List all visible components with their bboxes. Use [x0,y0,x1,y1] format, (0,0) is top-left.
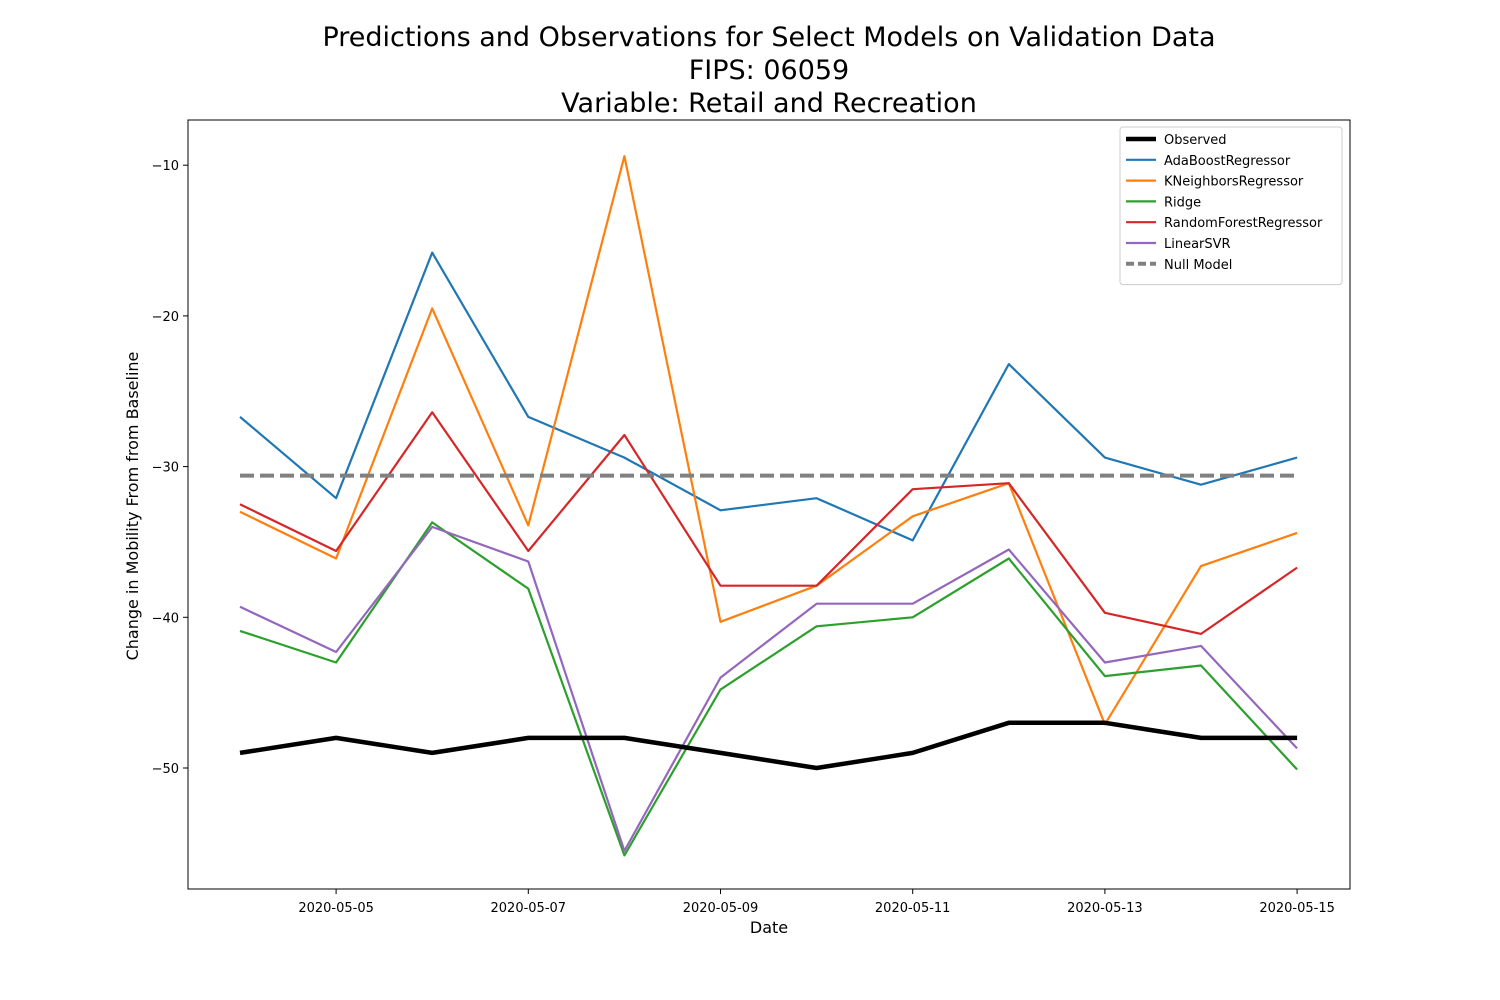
x-tick-label: 2020-05-07 [491,901,567,916]
x-tick-label: 2020-05-15 [1259,901,1335,916]
series-line-observed [239,720,1298,771]
x-axis: 2020-05-05 2020-05-07 2020-05-09 2020-05-11… [298,889,1335,916]
legend-label: AdaBoostRegressor [1164,154,1291,169]
legend-label: LinearSVR [1164,237,1231,252]
legend-label: Observed [1164,133,1227,148]
legend-label: Null Model [1164,258,1232,273]
legend-label: KNeighborsRegressor [1164,175,1304,190]
y-tick-label: −30 [152,461,179,476]
legend-label: Ridge [1164,195,1201,210]
x-tick-label: 2020-05-11 [875,901,951,916]
y-axis: −10 −20 −30 −40 −50 [152,159,188,777]
x-tick-label: 2020-05-13 [1067,901,1143,916]
legend-label: RandomForestRegressor [1164,216,1323,231]
y-axis-label: Change in Mobility From from Baseline [123,352,142,661]
series-line-randomforestregressor [239,411,1298,636]
x-tick-label: 2020-05-05 [298,901,374,916]
chart-title: Predictions and Observations for Select … [322,22,1215,119]
series-line-ridge [239,521,1298,857]
x-tick-label: 2020-05-09 [683,901,759,916]
plot-frame [187,119,1351,890]
chart-title-line-1: Predictions and Observations for Select … [322,22,1215,53]
series-line-linearsvr [239,525,1298,853]
legend-box [1119,126,1343,286]
series-line-kneighborsregressor [239,155,1298,726]
series-line-adaboostregressor [239,251,1298,542]
chart-title-line-3: Variable: Retail and Recreation [561,88,977,119]
plot-area [187,119,1351,890]
x-axis-label: Date [750,918,788,937]
y-tick-label: −50 [152,762,179,777]
chart-title-line-2: FIPS: 06059 [689,55,849,86]
y-tick-label: −20 [152,310,179,325]
y-tick-label: −40 [152,611,179,626]
legend: Observed AdaBoostRegressor KNeighborsRegre… [1119,126,1343,286]
y-tick-label: −10 [152,159,179,174]
